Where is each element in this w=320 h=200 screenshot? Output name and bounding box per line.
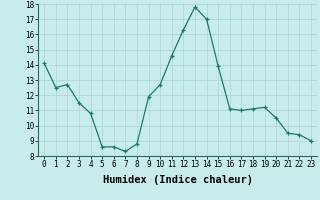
X-axis label: Humidex (Indice chaleur): Humidex (Indice chaleur) [103, 175, 252, 185]
